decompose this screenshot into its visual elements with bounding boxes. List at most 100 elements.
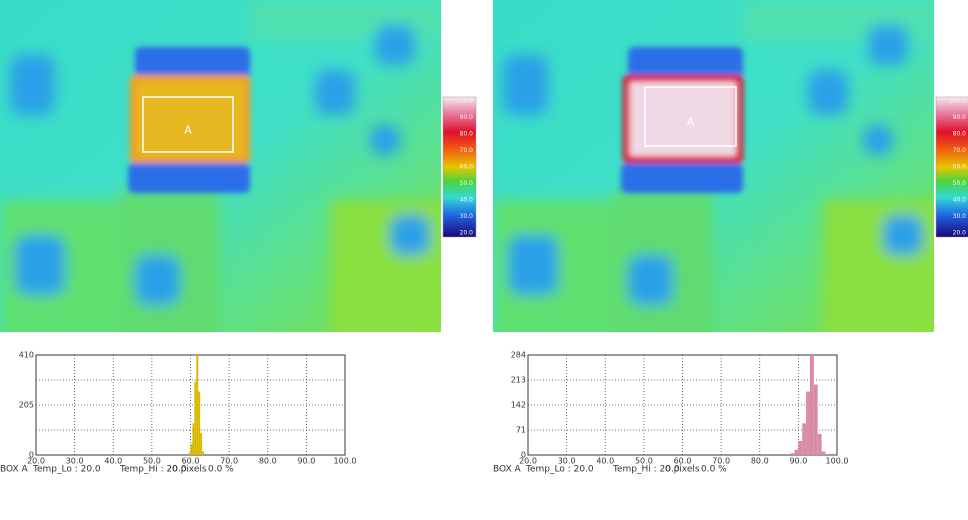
- cool-spot: [868, 25, 908, 65]
- hot-core: [630, 82, 736, 156]
- footer-temp-hi: Temp_Hi : 20.0: [612, 465, 680, 475]
- thermal-image: [0, 0, 441, 332]
- warm-area: [823, 200, 934, 332]
- cool-spot: [628, 255, 673, 305]
- x-tick-label: 90.0: [789, 457, 807, 466]
- pad-bottom: [128, 163, 250, 193]
- thermal-image: [493, 0, 934, 332]
- pad-top: [135, 47, 250, 79]
- bar: [790, 453, 795, 455]
- footer-pixels: 0 pixels: [172, 465, 207, 475]
- x-tick-label: 80.0: [259, 457, 277, 466]
- bar: [194, 381, 197, 455]
- bar: [794, 449, 799, 455]
- y-tick-label: 284: [511, 351, 526, 360]
- bar: [196, 355, 199, 455]
- y-tick-label: 205: [19, 401, 34, 410]
- cool-spot: [315, 70, 355, 115]
- footer-box: BOX A: [0, 465, 29, 475]
- x-tick-label: 70.0: [220, 457, 238, 466]
- colorbar-label: 20.0: [953, 230, 967, 237]
- measure-box: [142, 96, 234, 153]
- y-tick-label: 142: [511, 401, 526, 410]
- pad-bottom: [621, 163, 743, 193]
- bar: [202, 451, 205, 455]
- x-tick-label: 40.0: [596, 457, 614, 466]
- warm-area: [250, 0, 441, 40]
- colorbar-label: 100.0: [456, 98, 473, 105]
- bar: [821, 451, 826, 455]
- colorbar: 100.0 90.0 80.0 70.0 60.0 50.0 40.0 30.0 20.0: [935, 96, 968, 238]
- cool-spot: [508, 235, 558, 295]
- bar: [192, 423, 195, 455]
- colorbar-scale: [442, 96, 477, 238]
- bar: [798, 440, 803, 455]
- colorbar-label: 50.0: [460, 180, 474, 187]
- y-tick-label: 410: [19, 351, 34, 360]
- bar: [802, 423, 807, 455]
- colorbar-label: 80.0: [460, 131, 474, 138]
- bar: [190, 444, 193, 455]
- x-tick-label: 50.0: [635, 457, 653, 466]
- image-content: [493, 0, 934, 332]
- features: [0, 0, 441, 332]
- colorbar-label: 90.0: [953, 114, 967, 121]
- x-tick-label: 20.0: [27, 457, 45, 466]
- measure-box: [644, 86, 737, 147]
- y-tick-label: 0: [521, 451, 526, 460]
- warm-area: [330, 200, 441, 332]
- colorbar-label: 30.0: [460, 213, 474, 220]
- cool-spot: [808, 70, 848, 115]
- cool-spot: [863, 125, 893, 155]
- cool-spot: [15, 235, 65, 295]
- x-tick-label: 30.0: [558, 457, 576, 466]
- component: [128, 47, 250, 193]
- pad-top: [628, 47, 743, 79]
- colorbar-label: 40.0: [460, 197, 474, 204]
- x-tick-label: 30.0: [66, 457, 84, 466]
- colorbar: 100.0 90.0 80.0 70.0 60.0 50.0 40.0 30.0 20.0: [442, 96, 477, 238]
- cool-spot: [370, 125, 400, 155]
- y-tick-label: 213: [511, 376, 526, 385]
- footer-temp-hi: Temp_Hi : 20.0: [119, 465, 187, 475]
- box-label: A: [184, 124, 192, 137]
- cool-spot: [390, 215, 430, 255]
- colorbar-label: 20.0: [460, 230, 474, 237]
- colorbar-label: 100.0: [949, 98, 966, 105]
- x-tick-label: 70.0: [712, 457, 730, 466]
- colorbar-label: 60.0: [953, 164, 967, 171]
- image-content: [0, 0, 441, 332]
- cool-spot: [503, 55, 548, 115]
- x-tick-label: 50.0: [143, 457, 161, 466]
- footer-temp-lo: Temp_Lo : 20.0: [32, 465, 101, 475]
- x-tick-label: 90.0: [297, 457, 315, 466]
- bar: [809, 355, 814, 455]
- colorbar-label: 90.0: [460, 114, 474, 121]
- x-tick-label: 60.0: [674, 457, 692, 466]
- x-tick-label: 40.0: [104, 457, 122, 466]
- colorbar-label: 30.0: [953, 213, 967, 220]
- footer-pixels: 0 pixels: [665, 465, 700, 475]
- bar: [188, 452, 191, 455]
- cool-spot: [375, 25, 415, 65]
- hot-core: [137, 82, 243, 156]
- x-tick-label: 100.0: [826, 457, 849, 466]
- bar: [200, 433, 203, 455]
- x-tick-label: 100.0: [334, 457, 357, 466]
- colorbar-label: 70.0: [953, 147, 967, 154]
- y-tick-label: 71: [516, 426, 526, 435]
- colorbar-label: 80.0: [953, 131, 967, 138]
- component: [621, 47, 743, 193]
- warm-area: [743, 0, 934, 40]
- colorbar-label: 50.0: [953, 180, 967, 187]
- footer-percent: 0.0 %: [701, 465, 727, 475]
- bar: [806, 391, 810, 455]
- x-tick-label: 20.0: [519, 457, 537, 466]
- footer-percent: 0.0 %: [208, 465, 234, 475]
- box-label: A: [687, 116, 695, 129]
- features: [493, 0, 934, 332]
- colorbar-label: 70.0: [460, 147, 474, 154]
- colorbar-label: 40.0: [953, 197, 967, 204]
- colorbar-label: 60.0: [460, 164, 474, 171]
